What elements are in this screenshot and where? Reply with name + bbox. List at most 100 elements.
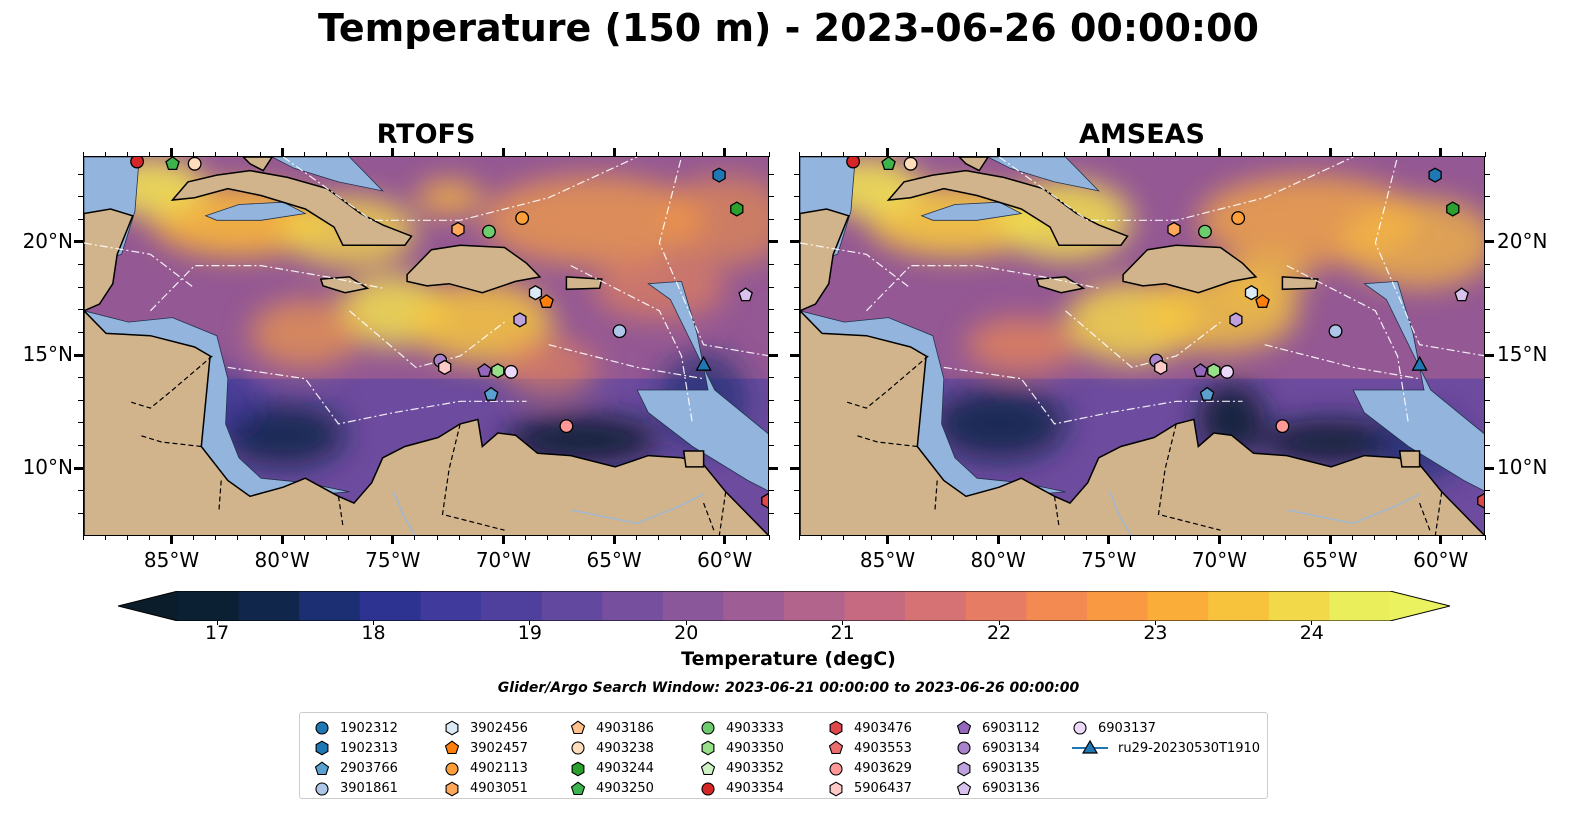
- float-marker-2903766[interactable]: [483, 386, 499, 401]
- glider-marker[interactable]: [695, 355, 712, 371]
- x-minor-tick: [1019, 535, 1021, 540]
- float-marker-1902313[interactable]: [1428, 167, 1442, 183]
- legend-item: 4903354: [700, 779, 784, 799]
- float-marker-4903244[interactable]: [730, 201, 744, 217]
- float-marker-4903354[interactable]: [846, 157, 861, 169]
- x-minor-tick-top: [657, 152, 659, 157]
- float-marker-6903136[interactable]: [738, 287, 753, 302]
- legend-label: 3901861: [340, 781, 398, 797]
- y-minor-tick: [794, 445, 799, 447]
- x-minor-tick-top: [547, 152, 549, 157]
- legend-label: 1902312: [340, 720, 398, 736]
- x-minor-tick: [613, 535, 615, 540]
- country-border: [1157, 423, 1221, 531]
- float-marker-3902457[interactable]: [1255, 294, 1270, 308]
- x-minor-tick-top: [1218, 152, 1220, 157]
- float-marker-4903250[interactable]: [881, 157, 896, 171]
- x-minor-tick-top: [458, 152, 460, 157]
- country-border: [1419, 502, 1432, 533]
- float-marker-4903350[interactable]: [1207, 363, 1221, 379]
- x-minor-tick: [325, 535, 327, 540]
- eez-boundary: [800, 242, 911, 289]
- x-minor-tick-top: [82, 152, 84, 157]
- x-minor-tick: [569, 535, 571, 540]
- float-marker-4903629[interactable]: [559, 419, 574, 434]
- shelf-area: [271, 157, 384, 192]
- x-minor-tick: [1418, 535, 1420, 540]
- float-marker-4903333[interactable]: [482, 224, 496, 239]
- float-marker-3902456[interactable]: [528, 285, 543, 301]
- float-marker-4903238[interactable]: [903, 157, 918, 171]
- colorbar-bin: [420, 591, 482, 621]
- float-marker-4902113[interactable]: [515, 211, 530, 226]
- country-border: [844, 355, 929, 409]
- land-cuba: [886, 169, 1129, 246]
- colorbar: [117, 590, 1451, 622]
- pentagon-icon: [956, 781, 972, 795]
- float-marker-6903137[interactable]: [1220, 364, 1235, 379]
- float-marker-4903051[interactable]: [1167, 221, 1181, 238]
- float-marker-3901861[interactable]: [1328, 324, 1343, 339]
- country-border: [855, 434, 918, 448]
- float-marker-4903629[interactable]: [1275, 419, 1290, 434]
- legend-label: 6903134: [982, 740, 1040, 756]
- float-marker-4903476[interactable]: [761, 493, 769, 509]
- float-marker-4903476[interactable]: [1477, 493, 1485, 509]
- land-jamaica: [1035, 276, 1086, 294]
- float-marker-4903244[interactable]: [1446, 201, 1460, 217]
- x-minor-tick-top: [348, 152, 350, 157]
- y-minor-tick-right: [1485, 331, 1490, 333]
- y-minor-tick: [78, 286, 83, 288]
- map-rtofs-svg: [84, 157, 769, 535]
- colorbar-bin: [238, 591, 300, 621]
- y-minor-tick: [78, 196, 83, 198]
- panel-title-amseas: AMSEAS: [1079, 119, 1205, 150]
- colorbar-tick-label: 19: [517, 622, 542, 644]
- float-marker-4903250[interactable]: [165, 157, 180, 171]
- x-minor-tick-top: [303, 152, 305, 157]
- x-minor-tick: [1307, 535, 1309, 540]
- float-marker-6903112[interactable]: [477, 363, 492, 377]
- y-minor-tick-right: [1485, 354, 1490, 356]
- map-rtofs[interactable]: [83, 156, 769, 536]
- x-tick-label: 65°W: [586, 548, 642, 572]
- float-marker-2903766[interactable]: [1199, 386, 1215, 401]
- float-marker-3902457[interactable]: [539, 294, 554, 308]
- float-marker-4903354[interactable]: [130, 157, 145, 169]
- float-marker-6903112[interactable]: [1193, 363, 1208, 377]
- x-minor-tick-top: [975, 152, 977, 157]
- x-minor-tick: [502, 535, 504, 540]
- x-minor-tick: [259, 535, 261, 540]
- float-marker-5906437[interactable]: [438, 359, 452, 376]
- x-tick-label: 65°W: [1302, 548, 1358, 572]
- float-marker-3902456[interactable]: [1244, 285, 1259, 301]
- float-marker-6903137[interactable]: [504, 364, 519, 379]
- legend-item: 1902313: [314, 738, 398, 758]
- glider-marker[interactable]: [1411, 355, 1428, 371]
- eez-boundary: [1286, 265, 1410, 424]
- legend-item: 2903766: [314, 759, 398, 779]
- float-marker-4902113[interactable]: [1231, 211, 1246, 226]
- river: [570, 493, 704, 525]
- x-minor-tick-top: [1196, 152, 1198, 157]
- circle-icon: [445, 762, 459, 776]
- x-minor-tick: [1041, 535, 1043, 540]
- legend-item: 4903238: [570, 738, 654, 758]
- float-marker-6903136[interactable]: [1454, 287, 1469, 302]
- river: [1109, 491, 1132, 535]
- float-marker-6903135[interactable]: [1229, 312, 1243, 328]
- float-marker-4903238[interactable]: [187, 157, 202, 171]
- float-marker-5906437[interactable]: [1154, 359, 1168, 376]
- x-minor-tick: [657, 535, 659, 540]
- legend-label: 4903238: [596, 740, 654, 756]
- float-marker-4903350[interactable]: [491, 363, 505, 379]
- float-marker-4903051[interactable]: [451, 221, 465, 238]
- float-marker-1902313[interactable]: [712, 167, 726, 183]
- map-amseas[interactable]: [799, 156, 1485, 536]
- float-marker-3901861[interactable]: [612, 324, 627, 339]
- float-marker-6903135[interactable]: [513, 312, 527, 328]
- circle-icon: [315, 721, 329, 735]
- x-minor-tick-top: [1241, 152, 1243, 157]
- float-marker-4903333[interactable]: [1198, 224, 1212, 239]
- x-minor-tick-top: [1019, 152, 1021, 157]
